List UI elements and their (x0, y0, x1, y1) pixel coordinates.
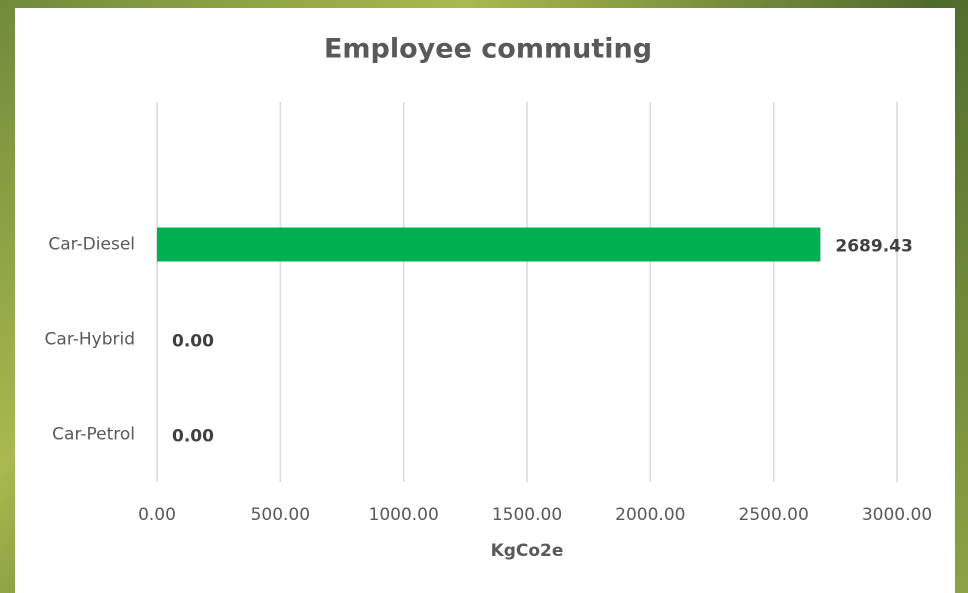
bar (157, 228, 820, 262)
x-tick-label: 3000.00 (862, 505, 932, 525)
x-tick-label: 1500.00 (492, 505, 562, 525)
y-tick-label: Car-Diesel (48, 235, 135, 255)
x-axis-title: KgCo2e (491, 541, 564, 561)
page: Employee commuting KgCo2e 0.00 500.00 1000… (0, 0, 968, 593)
x-tick-label: 1000.00 (369, 505, 439, 525)
value-label: 0.00 (172, 427, 214, 447)
x-tick-label: 0.00 (138, 505, 176, 525)
x-tick-label: 2000.00 (615, 505, 685, 525)
value-label: 2689.43 (835, 237, 912, 257)
y-tick-label: Car-Petrol (52, 425, 135, 445)
chart-title: Employee commuting (324, 34, 652, 65)
chart: Employee commuting KgCo2e 0.00 500.00 1000… (0, 0, 968, 593)
x-tick-label: 2500.00 (739, 505, 809, 525)
x-tick-label: 500.00 (251, 505, 310, 525)
y-tick-label: Car-Hybrid (45, 330, 135, 350)
value-label: 0.00 (172, 332, 214, 352)
